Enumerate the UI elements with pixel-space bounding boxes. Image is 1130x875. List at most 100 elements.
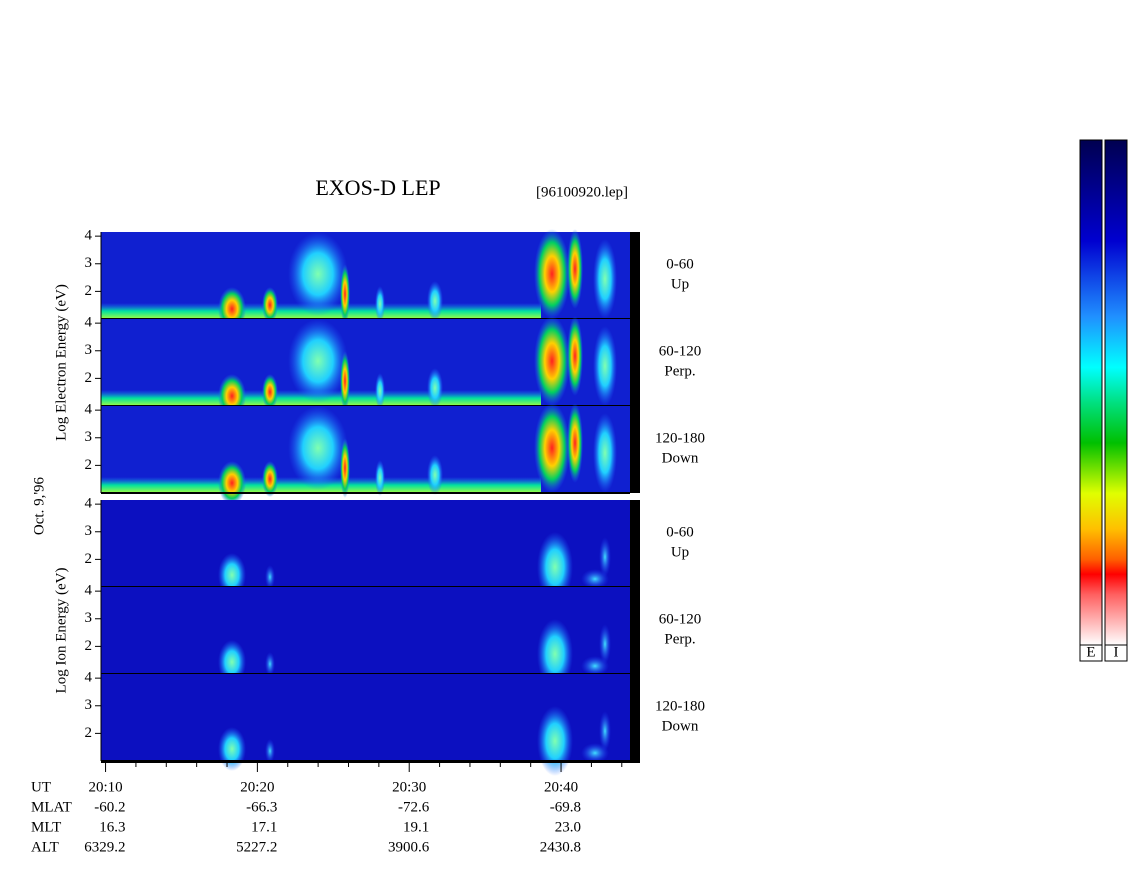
panel-angle: 120-180 xyxy=(655,698,705,714)
y-tick-label: 3 xyxy=(85,342,93,358)
x-tick-label: 20:10 xyxy=(88,779,122,795)
colorbar xyxy=(1079,139,1103,646)
spectrogram-feature xyxy=(427,281,443,321)
spectrogram-feature xyxy=(427,455,443,495)
data-gap xyxy=(630,674,640,761)
orbit-value: 19.1 xyxy=(403,819,429,835)
spectrogram-feature xyxy=(534,316,570,406)
spectrogram-feature xyxy=(375,286,385,322)
spectrogram-feature xyxy=(567,316,583,396)
file-label: [96100920.lep] xyxy=(536,184,628,200)
colorbar-label-box xyxy=(1079,644,1103,662)
y-axis-label: Log Electron Energy (eV) xyxy=(53,284,69,441)
spectrogram-feature xyxy=(288,319,348,403)
y-tick-label: 3 xyxy=(85,697,93,713)
panel-direction: Down xyxy=(662,450,699,466)
orbit-row-label: MLAT xyxy=(31,799,72,815)
spectrogram-feature xyxy=(537,619,573,689)
spectrogram-feature xyxy=(599,624,611,664)
y-tick-label: 3 xyxy=(85,523,93,539)
orbit-value: 23.0 xyxy=(555,819,581,835)
orbit-value: 2430.8 xyxy=(540,839,581,855)
y-tick-label: 4 xyxy=(85,583,93,599)
y-tick-label: 4 xyxy=(85,670,93,686)
panel-direction: Up xyxy=(671,276,689,292)
panel-direction: Up xyxy=(671,544,689,560)
x-tick-label: 20:40 xyxy=(544,779,578,795)
orbit-value: -72.6 xyxy=(398,799,430,815)
orbit-row-label: UT xyxy=(31,779,51,795)
spectrogram-feature xyxy=(265,739,275,763)
spectrogram-feature xyxy=(534,403,570,493)
panel-angle: 0-60 xyxy=(666,256,694,272)
data-gap xyxy=(630,500,640,587)
spectrogram-feature xyxy=(262,461,278,497)
spectrogram-feature xyxy=(262,374,278,410)
panel-angle: 120-180 xyxy=(655,430,705,446)
orbit-value: 16.3 xyxy=(99,819,125,835)
spectrogram-feature xyxy=(567,229,583,309)
spectrogram-feature xyxy=(593,413,617,493)
chart-title: EXOS-D LEP xyxy=(315,175,440,200)
colorbar-label: E xyxy=(1086,644,1095,660)
y-tick-label: 3 xyxy=(85,610,93,626)
x-tick-label: 20:30 xyxy=(392,779,426,795)
orbit-value: 6329.2 xyxy=(84,839,125,855)
orbit-value: -66.3 xyxy=(246,799,277,815)
orbit-value: 3900.6 xyxy=(388,839,430,855)
spectrogram-feature xyxy=(340,351,350,411)
orbit-value: -69.8 xyxy=(550,799,581,815)
colorbar xyxy=(1104,139,1128,646)
data-gap xyxy=(630,232,640,319)
data-gap xyxy=(630,406,640,493)
orbit-row-label: MLT xyxy=(31,819,61,835)
colorbar-label-box xyxy=(1104,644,1128,662)
spectrogram-feature xyxy=(265,652,275,676)
panel-angle: 0-60 xyxy=(666,524,694,540)
data-gap xyxy=(630,587,640,674)
spectrogram-feature xyxy=(288,406,348,490)
y-tick-label: 2 xyxy=(85,457,93,473)
spectrogram-feature xyxy=(599,537,611,577)
spectrogram-feature xyxy=(567,403,583,483)
spectrogram-feature xyxy=(537,706,573,776)
spectrogram-feature xyxy=(265,565,275,589)
y-axis-label: Log Ion Energy (eV) xyxy=(53,568,69,694)
colorbar-label: I xyxy=(1114,644,1119,660)
spectrogram-feature xyxy=(593,326,617,406)
spectrogram-feature xyxy=(218,461,246,505)
orbit-row-label: ALT xyxy=(31,839,59,855)
date-label: Oct. 9,'96 xyxy=(31,476,47,535)
panel-angle: 60-120 xyxy=(659,343,702,359)
data-gap xyxy=(630,319,640,406)
y-tick-label: 2 xyxy=(85,370,93,386)
panel-direction: Perp. xyxy=(664,631,695,647)
spectrogram-feature xyxy=(218,727,246,771)
y-tick-label: 3 xyxy=(85,429,93,445)
spectrogram-feature xyxy=(593,239,617,319)
y-tick-label: 4 xyxy=(85,402,93,418)
spectrogram-feature xyxy=(537,532,573,602)
y-tick-label: 4 xyxy=(85,228,93,244)
y-tick-label: 3 xyxy=(85,255,93,271)
spectrogram-feature xyxy=(375,460,385,496)
spectrogram-feature xyxy=(340,264,350,324)
panel-angle: 60-120 xyxy=(659,611,702,627)
x-tick-label: 20:20 xyxy=(240,779,274,795)
y-tick-label: 2 xyxy=(85,283,93,299)
y-tick-label: 2 xyxy=(85,725,93,741)
panel-direction: Perp. xyxy=(664,363,695,379)
orbit-value: 17.1 xyxy=(251,819,277,835)
spectrogram-feature xyxy=(534,229,570,319)
spectrogram-feature xyxy=(427,368,443,408)
panel-direction: Down xyxy=(662,718,699,734)
y-tick-label: 4 xyxy=(85,315,93,331)
spectrogram-feature xyxy=(375,373,385,409)
spectrogram-feature xyxy=(599,711,611,751)
spectrogram-feature xyxy=(288,232,348,316)
y-tick-label: 2 xyxy=(85,638,93,654)
y-tick-label: 4 xyxy=(85,496,93,512)
orbit-value: -60.2 xyxy=(94,799,125,815)
y-tick-label: 2 xyxy=(85,551,93,567)
